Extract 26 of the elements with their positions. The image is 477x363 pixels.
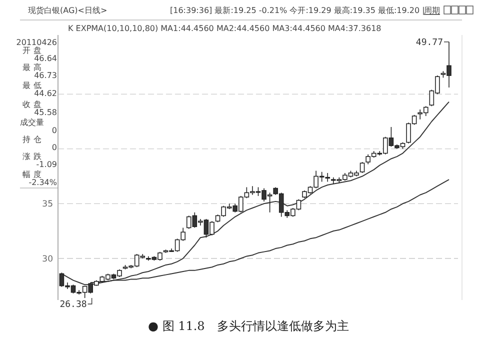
text: 成交量 <box>20 118 44 127</box>
text: 开 盘 <box>22 46 42 55</box>
text: 周期 <box>424 6 440 15</box>
text: 0 <box>52 143 57 152</box>
annotation: 49.77 <box>416 38 443 48</box>
y-tick-label: 35 <box>42 200 53 210</box>
y-tick-label: 30 <box>42 254 53 264</box>
text: 最 高 <box>22 63 42 72</box>
text: -1.09 <box>36 160 57 169</box>
chart-title: 现货白银(AG)<日线> <box>28 6 108 15</box>
text: 20110426 <box>16 38 57 47</box>
text: K EXPMA(10,10,10,80) MA1:44.4560 MA2:44.4560 MA3:44.4560 MA4:37.3618 <box>68 24 382 33</box>
text: 0 <box>52 126 57 135</box>
text: 44.62 <box>34 89 57 98</box>
text: 幅 度 <box>22 170 42 179</box>
text: ● 图 11.8 多头行情以逢低做多为主 <box>148 319 349 333</box>
text: 45.58 <box>34 108 57 117</box>
text: [16:39:36] 最新:19.25 -0.21% 今开:19.29 最高:19.35 最低:19.20 | <box>170 6 425 15</box>
text: 涨 跌 <box>22 152 42 161</box>
text: 收 盘 <box>22 100 42 109</box>
text: 最 低 <box>22 81 42 90</box>
text: -2.34% <box>28 178 58 187</box>
text: 持 仓 <box>22 135 42 144</box>
text: 26.38 <box>60 300 87 310</box>
text: 46.64 <box>34 54 57 63</box>
text: 46.73 <box>34 71 57 80</box>
